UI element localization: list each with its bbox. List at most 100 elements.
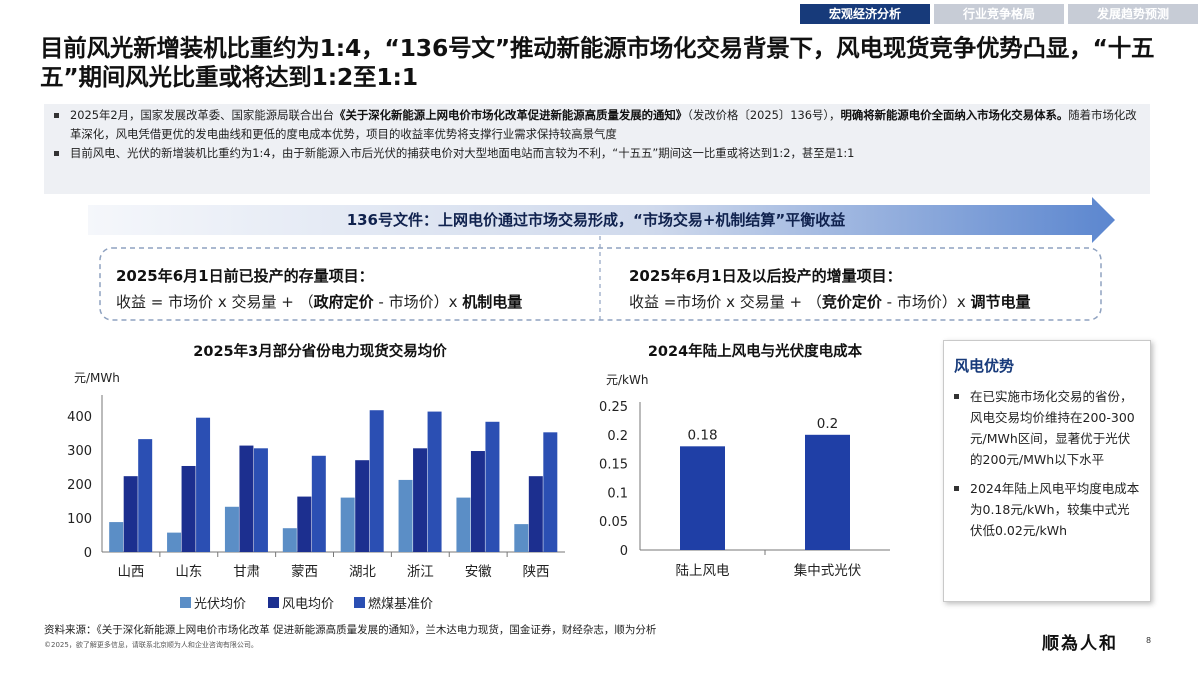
chart2-y-tick: 0 [620,544,628,559]
chart1-bar-光伏均价 [224,506,239,552]
chart1-x-label: 山西 [117,564,144,580]
copyright-note: ©2025，欲了解更多信息，请联系北京顺为人和企业咨询有限公司。 [44,641,258,649]
formula-right-bold1: 竞价定价 [821,293,882,311]
chart1-legend-swatch [354,597,365,608]
chart2-x-label: 陆上风电 [676,563,730,579]
chart1-x-label: 蒙西 [291,564,318,580]
chart1-bar-风电均价 [413,448,428,552]
chart1-bar-光伏均价 [456,497,471,552]
chart2-data-label: 0.2 [817,416,838,432]
bullet1-mid: （发改价格〔2025〕136号）， [687,108,841,122]
wind-advantage-text-1: 在已实施市场化交易的省份，风电交易均价维持在200-300元/MWh区间，显著优… [970,389,1135,467]
chart2-y-unit: 元/kWh [606,373,648,387]
chart1-x-label: 山东 [175,564,202,580]
chart1-bar-光伏均价 [282,528,297,552]
wind-advantage-title: 风电优势 [954,357,1015,375]
chart1-bar-光伏均价 [167,532,182,552]
chart1-bar-燃煤基准价 [485,421,500,552]
bullet-ratio: 目前风电、光伏的新增装机比重约为1:4，由于新能源入市后光伏的捕获电价对大型地面… [54,144,1140,163]
chart1-bar-燃煤基准价 [543,432,558,552]
tab-industry-competition[interactable]: 行业竞争格局 [934,4,1064,24]
formula-left: 收益 = 市场价 x 交易量 + （政府定价 - 市场价）x 机制电量 [116,291,522,312]
wind-advantage-box: 风电优势 在已实施市场化交易的省份，风电交易均价维持在200-300元/MWh区… [943,340,1151,602]
formula-right: 收益 =市场价 x 交易量 + （竞价定价 - 市场价）x 调节电量 [629,291,1031,312]
chart1-title: 2025年3月部分省份电力现货交易均价 [193,344,447,360]
chart1-y-tick: 400 [67,410,92,425]
chart1-x-label: 甘肃 [233,564,260,580]
brand-logo: 顺為人和 [1042,634,1118,654]
chart2-y-tick: 0.05 [599,515,628,530]
chart1-x-label: 浙江 [407,564,434,580]
chart1-y-tick: 100 [67,512,92,527]
chart1-bar-风电均价 [123,476,138,552]
page-number: 8 [1146,636,1152,645]
chart2-x-label: 集中式光伏 [794,563,862,579]
chart1-bar-光伏均价 [398,479,413,552]
formula-right-bold2: 调节电量 [970,293,1031,311]
bullet2-text: 目前风电、光伏的新增装机比重约为1:4，由于新能源入市后光伏的捕获电价对大型地面… [70,146,855,160]
chart2-data-label: 0.18 [687,427,717,443]
chart1-bar-燃煤基准价 [196,417,211,552]
chart1-legend-label: 光伏均价 [194,597,246,612]
chart1-bar-光伏均价 [109,522,124,552]
chart1-bar-风电均价 [470,451,485,552]
formula-right-mid: - 市场价）x [881,293,971,311]
chart1-bar-燃煤基准价 [369,410,384,552]
formula-left-bold1: 政府定价 [313,293,374,311]
wind-advantage-text-2: 2024年陆上风电平均度电成本为0.18元/kWh，较集中式光伏低0.02元/k… [970,481,1140,538]
tab-trend-forecast[interactable]: 发展趋势预测 [1068,4,1198,24]
chart2-y-tick: 0.15 [599,458,628,473]
chart1-bar-风电均价 [181,465,196,552]
chart1-bar-光伏均价 [340,497,355,552]
bullet-square-icon [954,394,959,399]
chart1-bar-风电均价 [297,496,312,552]
chart1-bar-燃煤基准价 [311,455,326,552]
bullet-policy: 2025年2月，国家发展改革委、国家能源局联合出台《关于深化新能源上网电价市场化… [54,106,1140,144]
chart1-y-unit: 元/MWh [74,371,120,385]
wind-advantage-point-2: 2024年陆上风电平均度电成本为0.18元/kWh，较集中式光伏低0.02元/k… [954,478,1140,541]
chart2-y-tick: 0.25 [599,400,628,415]
formula-right-pre: 收益 =市场价 x 交易量 + （ [629,293,822,311]
chart1-x-label: 安徽 [465,564,492,580]
formula-left-pre: 收益 = 市场价 x 交易量 + （ [116,293,314,311]
chart1-bar-燃煤基准价 [253,448,268,552]
top-nav-tabs: 宏观经济分析 行业竞争格局 发展趋势预测 [800,4,1198,24]
chart2-title: 2024年陆上风电与光伏度电成本 [647,344,863,360]
chart1-legend-swatch [180,597,191,608]
chart1-bar-燃煤基准价 [427,411,442,552]
tab-macro-economy[interactable]: 宏观经济分析 [800,4,930,24]
bullet1-pre: 2025年2月，国家发展改革委、国家能源局联合出台 [70,108,335,122]
chart1-legend-label: 燃煤基准价 [368,596,433,612]
chart1-y-tick: 200 [67,478,92,493]
chart2-bar [680,446,725,550]
chart1-x-label: 陕西 [523,564,550,580]
chart2-bar [805,434,850,550]
chart1-bar-风电均价 [355,460,370,552]
bullet1-bold: 明确将新能源电价全面纳入市场化交易体系。 [840,108,1069,122]
chart2-y-tick: 0.1 [607,486,628,501]
chart1-y-tick: 300 [67,444,92,459]
formula-left-bold2: 机制电量 [462,293,523,311]
bullet-square-icon [954,486,959,491]
bullet-square-icon [54,113,59,118]
bullet-square-icon [54,151,59,156]
chart1-bar-风电均价 [239,445,254,552]
bullet1-doc-name: 《关于深化新能源上网电价市场化改革促进新能源高质量发展的通知》 [334,108,688,122]
chart1-y-tick: 0 [84,546,92,561]
chart2-y-tick: 0.2 [607,429,628,444]
wind-advantage-point-1: 在已实施市场化交易的省份，风电交易均价维持在200-300元/MWh区间，显著优… [954,386,1140,470]
arrow-banner-text: 136号文件：上网电价通过市场交易形成，“市场交易+机制结算”平衡收益 [346,211,846,229]
bullet1-post: 随着市场化改革深化，风电凭借更优的发电曲线和更低的度电成本优势，项目的收益率优势… [70,108,1137,141]
formula-left-mid: - 市场价）x [373,293,463,311]
chart1-legend-swatch [268,597,279,608]
chart1-x-label: 湖北 [349,564,376,580]
summary-bullets: 2025年2月，国家发展改革委、国家能源局联合出台《关于深化新能源上网电价市场化… [44,104,1150,194]
source-note: 资料来源：《关于深化新能源上网电价市场化改革 促进新能源高质量发展的通知》，兰木… [44,624,657,636]
chart1-bar-光伏均价 [514,524,529,552]
chart1-bar-风电均价 [528,476,543,552]
page-title: 目前风光新增装机比重约为1:4，“136号文”推动新能源市场化交易背景下，风电现… [40,34,1155,91]
chart1-legend-label: 风电均价 [282,597,334,612]
